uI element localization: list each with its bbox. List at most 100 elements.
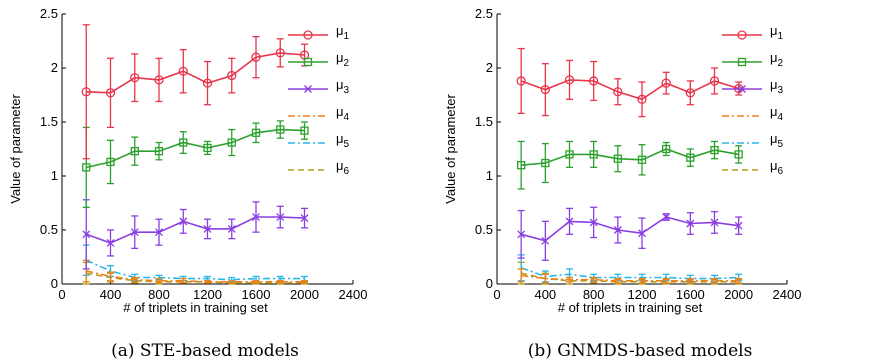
data-point-stroke [276, 213, 285, 221]
error-bar [541, 273, 549, 284]
data-point [564, 75, 575, 85]
data-point [709, 76, 720, 86]
series-mu-4 [517, 268, 743, 284]
legend-symbol: μ [336, 77, 344, 92]
data-point [685, 88, 695, 98]
legend-item: μ5 [722, 131, 784, 150]
data-point [589, 218, 598, 227]
legend-marker [737, 30, 747, 40]
data-point [517, 230, 526, 239]
legend-item: μ2 [288, 50, 350, 69]
figure-caption: (a) STE-based models [111, 341, 299, 361]
data-point [710, 145, 719, 155]
error-bar [686, 80, 694, 106]
x-tick-label: 0 [58, 287, 65, 302]
data-point-stroke [106, 239, 115, 247]
y-tick-label: 0.5 [40, 222, 58, 237]
data-point [154, 75, 164, 85]
legend-label: μ2 [336, 50, 350, 69]
legend-subscript: 3 [344, 85, 350, 96]
error-bar [204, 140, 211, 156]
data-point [276, 125, 285, 134]
y-axis-label: Value of parameter [8, 94, 23, 204]
y-tick-label: 1.5 [475, 114, 493, 129]
data-point [81, 87, 91, 97]
error-bar [107, 57, 114, 129]
error-bar [301, 121, 308, 140]
x-tick-label: 2400 [773, 287, 802, 302]
series-mu-2 [517, 140, 743, 190]
data-point-stroke [541, 236, 550, 245]
data-point [227, 224, 236, 233]
data-point [179, 217, 188, 226]
data-point [300, 126, 309, 135]
data-point [227, 70, 237, 81]
error-bar [517, 268, 525, 283]
data-point [251, 128, 261, 137]
legend-marker-stroke [738, 85, 746, 93]
y-tick-label: 2 [486, 60, 493, 75]
series-mu-2 [82, 120, 309, 208]
legend-subscript: 3 [778, 85, 784, 96]
x-tick-label: 1200 [628, 287, 657, 302]
legend-label: μ6 [336, 158, 350, 177]
series-line [86, 52, 305, 94]
legend-subscript: 4 [344, 112, 350, 123]
x-tick-label: 400 [534, 287, 556, 302]
data-point [517, 161, 526, 170]
error-bar [638, 144, 646, 176]
legend-item: μ3 [288, 77, 350, 96]
series-mu-6 [517, 261, 743, 285]
series-mu-5 [82, 244, 308, 283]
legend-label: μ3 [770, 77, 784, 96]
error-bar [131, 276, 139, 283]
error-bar [541, 142, 549, 184]
legend-subscript: 6 [778, 166, 784, 177]
data-point-stroke [227, 224, 236, 233]
error-bar [301, 280, 308, 284]
legend-symbol: μ [336, 131, 344, 146]
legend-symbol: μ [770, 23, 778, 38]
error-bar [276, 280, 284, 284]
data-point [613, 87, 623, 97]
data-point-stroke [638, 229, 646, 238]
series-mu-3 [82, 199, 309, 270]
x-tick-label: 800 [583, 287, 605, 302]
legend-label: μ1 [336, 23, 350, 42]
data-point-stroke [686, 219, 695, 228]
series-line [85, 259, 305, 281]
error-bar [590, 276, 598, 283]
x-tick-label: 1600 [676, 287, 705, 302]
error-bar [662, 71, 670, 95]
error-bar [614, 78, 622, 106]
error-bar [204, 280, 211, 284]
error-bar [155, 141, 163, 161]
error-bar [155, 277, 163, 284]
legend-subscript: 1 [344, 31, 350, 42]
y-tick-label: 0 [51, 276, 58, 291]
legend-item: μ6 [288, 158, 350, 177]
error-bar [735, 145, 743, 164]
data-point-stroke [613, 226, 622, 234]
data-point [662, 144, 671, 154]
data-point-stroke [565, 217, 574, 226]
error-bar [590, 140, 598, 169]
data-point [516, 76, 526, 86]
error-bar [228, 57, 236, 94]
data-point [637, 94, 647, 104]
data-point [251, 52, 261, 62]
y-tick-label: 2.5 [475, 6, 493, 21]
error-bar [179, 277, 187, 284]
data-point [155, 228, 163, 237]
data-point [613, 226, 622, 234]
data-point [82, 163, 91, 172]
data-point [661, 78, 671, 88]
error-bar [82, 24, 90, 160]
error-bar [711, 277, 718, 284]
data-point [203, 224, 212, 233]
error-bar [735, 277, 743, 284]
legend-subscript: 5 [778, 139, 784, 150]
legend-marker [303, 57, 313, 67]
legend-label: μ3 [336, 77, 350, 96]
error-bar [179, 48, 187, 94]
